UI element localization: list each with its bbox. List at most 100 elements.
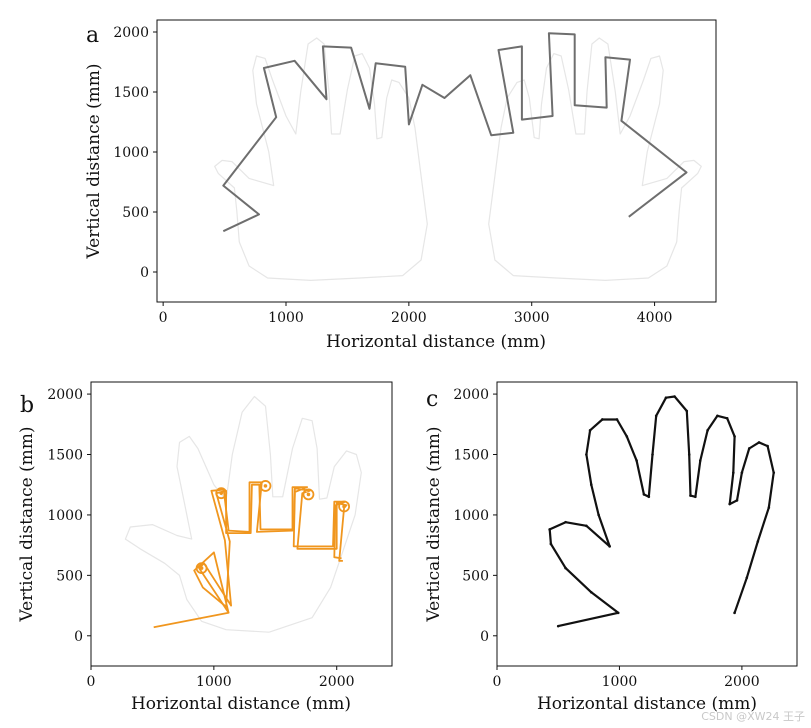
y-tick-label: 0 — [480, 629, 489, 645]
data-point — [706, 429, 709, 432]
data-point — [728, 502, 731, 506]
data-point — [651, 453, 654, 456]
y-tick-label: 0 — [140, 265, 149, 281]
axes-frame — [496, 381, 798, 667]
x-tick-label: 2000 — [724, 674, 760, 690]
plot-area — [548, 395, 776, 628]
data-point — [687, 453, 691, 456]
data-point — [756, 540, 760, 543]
data-point — [585, 524, 588, 528]
fingertip-marker — [195, 562, 208, 575]
fingertip-dot — [219, 491, 224, 495]
x-tick-label: 0 — [159, 310, 168, 326]
series-left-hand-outline — [214, 37, 428, 281]
data-point — [616, 611, 620, 615]
data-point — [766, 444, 769, 448]
plot-area — [124, 395, 362, 633]
fingertip-dot — [199, 566, 204, 570]
axes-frame — [90, 381, 393, 667]
x-tick-label: 0 — [493, 674, 502, 690]
plot-area — [214, 32, 702, 281]
data-point — [694, 495, 697, 499]
data-point — [716, 414, 719, 418]
series-right-hand-outline — [488, 37, 702, 281]
data-point — [597, 513, 600, 517]
data-point — [647, 495, 651, 499]
x-axis-label: Horizontal distance (mm) — [326, 332, 546, 352]
y-axis-label: Vertical distance (mm) — [424, 426, 444, 622]
data-point — [608, 545, 611, 548]
panel-c: c 0 1000 2000 0 500 1000 1500 2000 Horizontal dis… — [424, 381, 798, 714]
data-point — [654, 414, 658, 418]
data-point — [549, 542, 553, 546]
y-tick-label: 1000 — [453, 508, 489, 524]
panel-letter: c — [426, 387, 438, 412]
data-point — [589, 590, 593, 594]
panel-b: b 0 1000 2000 0 500 1000 1500 2000 Horizontal dis… — [17, 381, 393, 714]
data-point — [740, 471, 744, 474]
panel-letter: a — [86, 23, 99, 48]
data-point — [585, 453, 588, 456]
data-point — [767, 506, 771, 509]
x-tick-label: 1000 — [196, 674, 232, 690]
data-point — [588, 429, 592, 432]
fingertip-marker — [338, 500, 350, 513]
panel-letter: b — [20, 393, 34, 418]
x-axis-label: Horizontal distance (mm) — [537, 694, 757, 714]
y-tick-label: 1000 — [47, 508, 83, 524]
data-point — [673, 395, 676, 398]
series-trajectory-inner — [198, 481, 347, 614]
data-point — [689, 494, 692, 497]
y-tick-label: 1500 — [47, 448, 83, 464]
x-tick-label: 1000 — [268, 310, 304, 326]
data-point — [664, 396, 668, 400]
data-point — [548, 528, 551, 531]
series-trajectory-outer — [153, 483, 348, 629]
data-point — [698, 459, 702, 462]
data-point — [615, 418, 619, 421]
data-point — [745, 576, 749, 580]
y-tick-label: 2000 — [113, 25, 149, 41]
x-tick-label: 0 — [87, 674, 96, 690]
y-tick-label: 500 — [122, 205, 149, 221]
data-point — [733, 611, 736, 615]
panel-a: a 0 1000 2000 3000 4000 0 500 1000 1500 2000 Horizo… — [84, 19, 717, 352]
x-tick-label: 4000 — [637, 310, 673, 326]
x-tick-label: 1000 — [602, 674, 638, 690]
y-axis-label: Vertical distance (mm) — [17, 426, 37, 622]
data-point — [732, 471, 735, 474]
fingertip-marker — [302, 488, 315, 501]
fingertip-dot — [306, 492, 311, 497]
x-tick-label: 2000 — [391, 310, 427, 326]
fingertip-dot — [263, 484, 268, 488]
data-point — [601, 418, 604, 421]
data-point — [733, 435, 736, 438]
watermark: CSDN @XW24 王子 — [701, 710, 805, 723]
data-point — [747, 447, 751, 450]
axes-frame — [156, 19, 717, 303]
y-tick-label: 500 — [462, 568, 489, 584]
x-tick-label: 2000 — [319, 674, 355, 690]
y-tick-label: 2000 — [47, 387, 83, 403]
data-point — [772, 471, 776, 474]
y-tick-label: 0 — [74, 629, 83, 645]
series-hand-outline — [124, 395, 362, 633]
data-point — [735, 499, 739, 502]
y-tick-label: 1500 — [453, 448, 489, 464]
series-trajectory — [222, 32, 688, 233]
data-point — [564, 520, 567, 524]
fingertip-marker — [215, 487, 228, 500]
data-point — [685, 409, 689, 413]
data-point — [757, 441, 761, 444]
data-point — [556, 624, 560, 628]
x-axis-label: Horizontal distance (mm) — [131, 694, 351, 714]
fingertip-dot — [342, 504, 346, 509]
y-tick-label: 1000 — [113, 145, 149, 161]
data-point — [564, 566, 567, 570]
y-tick-label: 2000 — [453, 387, 489, 403]
data-point — [635, 459, 638, 462]
x-tick-label: 3000 — [514, 310, 550, 326]
y-tick-label: 1500 — [113, 85, 149, 101]
fingertip-marker — [259, 480, 272, 492]
data-point — [625, 435, 629, 438]
